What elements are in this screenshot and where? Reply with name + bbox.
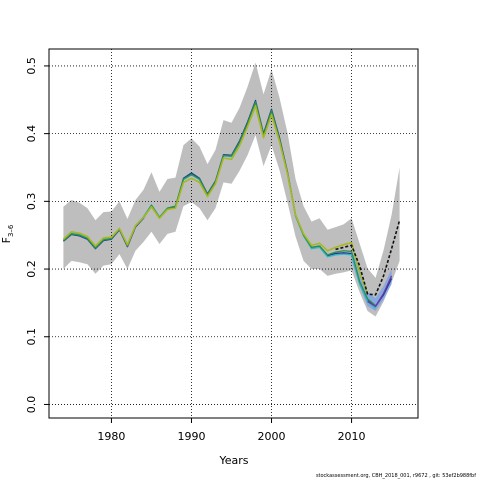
x-axis: 1980 1990 2000 2010: [97, 418, 366, 443]
y-axis-label-main: F: [0, 237, 13, 243]
plot-frame: [48, 48, 419, 419]
footer-note: stockassessment.org, CBH_2018_001, r9672…: [315, 473, 476, 479]
y-axis-label: F3–6: [0, 224, 15, 243]
y-tick-label: 0.3: [25, 193, 38, 211]
y-axis-label-subscript: 3–6: [7, 224, 15, 237]
series-lines: [62, 99, 401, 309]
x-tick-label: 2000: [258, 430, 286, 443]
series-line-4: [62, 105, 369, 295]
x-tick-label: 2010: [338, 430, 366, 443]
series-line-6: [335, 220, 401, 296]
confidence-band-outer: [63, 62, 400, 317]
y-axis: 0.0 0.1 0.2 0.3 0.4 0.5: [25, 57, 49, 413]
x-tick-label: 1990: [177, 430, 205, 443]
y-tick-label: 0.0: [25, 396, 38, 414]
series-line-5: [367, 275, 393, 307]
x-axis-label: Years: [218, 454, 248, 467]
y-tick-label: 0.4: [25, 125, 38, 143]
x-tick-label: 1980: [97, 430, 125, 443]
y-tick-label: 0.1: [25, 328, 38, 346]
y-tick-label: 0.5: [25, 57, 38, 75]
y-tick-label: 0.2: [25, 260, 38, 278]
